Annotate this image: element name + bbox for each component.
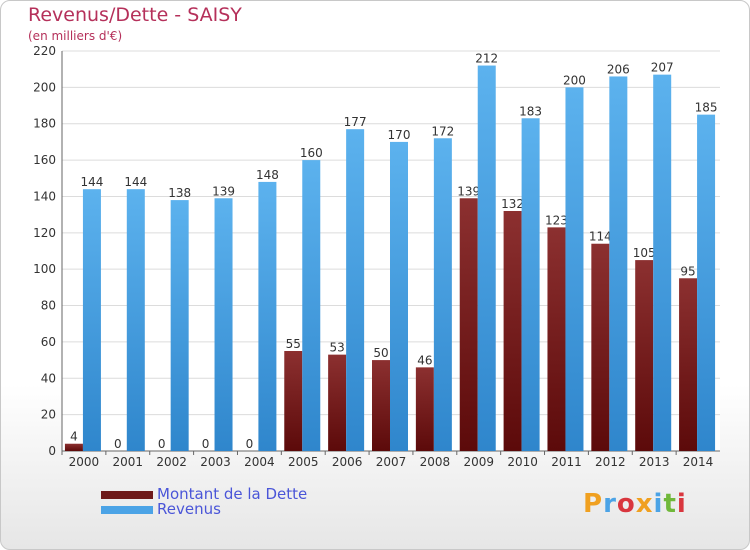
x-tick-label: 2011 [551,455,582,469]
x-tick-label: 2007 [376,455,407,469]
chart-title: Revenus/Dette - SAISY [28,4,242,26]
data-label-revenue: 207 [651,61,674,75]
y-tick-label: 220 [33,44,56,58]
data-label-revenue: 183 [519,104,542,118]
data-label-debt: 95 [680,264,695,278]
data-label-debt: 105 [633,246,656,260]
bar-debt [503,211,522,451]
bar-revenue [433,138,452,452]
bar-revenue [521,118,540,451]
data-label-debt: 55 [286,337,301,351]
legend-swatch-revenue [101,506,153,514]
bar-revenue [565,87,584,451]
data-label-revenue: 144 [80,175,103,189]
data-label-revenue: 206 [607,62,630,76]
bar-debt [547,227,566,451]
bar-revenue [697,114,716,452]
data-label-revenue: 177 [344,115,367,129]
y-tick-label: 20 [41,408,56,422]
logo-letter: t [663,489,677,519]
bar-revenue [390,141,408,451]
chart-subtitle: (en milliers d'€) [28,29,123,43]
y-tick-label: 100 [33,262,56,276]
y-tick-label: 200 [33,80,56,94]
data-label-debt: 50 [373,346,388,360]
bar-revenue [609,76,628,452]
data-label-debt: 139 [457,184,480,198]
logo-letter: i [653,489,664,519]
y-tick-label: 120 [33,226,56,240]
bar-revenue [477,65,496,451]
y-tick-label: 160 [33,153,56,167]
x-tick-label: 2006 [332,455,363,469]
legend-label-revenue: Revenus [157,500,221,518]
y-tick-label: 140 [33,189,56,203]
logo-letter: i [676,489,687,519]
bar-revenue [170,200,189,451]
data-label-revenue: 148 [256,168,279,182]
bar-debt [284,351,303,451]
bar-debt [328,354,347,451]
data-label-revenue: 185 [695,101,718,115]
data-label-revenue: 212 [475,52,498,66]
data-label-debt: 123 [545,213,568,227]
data-label-debt: 46 [417,353,432,367]
data-label-revenue: 139 [212,184,235,198]
bar-debt [679,278,698,451]
data-label-revenue: 144 [124,175,147,189]
bar-revenue [653,74,672,452]
y-tick-label: 80 [41,299,56,313]
bar-revenue [126,189,145,451]
data-label-debt: 0 [114,437,122,451]
bar-debt [459,198,478,451]
data-label-debt: 0 [246,437,254,451]
bar-debt [635,260,654,451]
data-label-debt: 0 [202,437,210,451]
x-tick-label: 2001 [113,455,144,469]
data-label-revenue: 200 [563,73,586,87]
data-label-revenue: 170 [388,128,411,142]
logo-letter: x [635,489,654,519]
y-tick-label: 0 [48,444,56,458]
data-label-debt: 132 [501,197,524,211]
x-tick-label: 2013 [639,455,670,469]
x-tick-label: 2009 [463,455,494,469]
x-tick-label: 2003 [200,455,231,469]
logo-letter: P [583,489,604,519]
x-tick-label: 2010 [507,455,538,469]
data-label-debt: 4 [70,430,78,444]
bar-debt [415,367,434,451]
x-tick-label: 2004 [244,455,275,469]
y-tick-label: 60 [41,335,56,349]
data-label-debt: 0 [158,437,166,451]
data-label-revenue: 160 [300,146,323,160]
data-label-revenue: 138 [168,186,191,200]
bar-revenue [302,160,321,451]
data-label-debt: 114 [589,230,612,244]
logo-letter: o [616,489,636,519]
logo-letter: r [603,489,617,519]
x-tick-label: 2012 [595,455,626,469]
x-tick-label: 2002 [156,455,187,469]
bar-revenue [258,181,277,451]
bar-revenue [346,129,365,451]
y-tick-label: 180 [33,117,56,131]
bar-debt [372,360,390,451]
legend-swatch-debt [101,491,153,499]
data-label-debt: 53 [329,341,344,355]
x-tick-label: 2014 [683,455,714,469]
bar-debt [64,443,83,451]
x-tick-label: 2005 [288,455,319,469]
bar-revenue [214,198,233,451]
x-tick-label: 2008 [420,455,451,469]
data-label-revenue: 172 [431,124,454,138]
proxiti-logo: Proxiti [583,489,687,519]
legend-label-debt: Montant de la Dette [157,485,308,503]
x-tick-label: 2000 [69,455,100,469]
bar-debt [591,243,610,451]
y-tick-label: 40 [41,371,56,385]
bar-revenue [82,189,101,451]
